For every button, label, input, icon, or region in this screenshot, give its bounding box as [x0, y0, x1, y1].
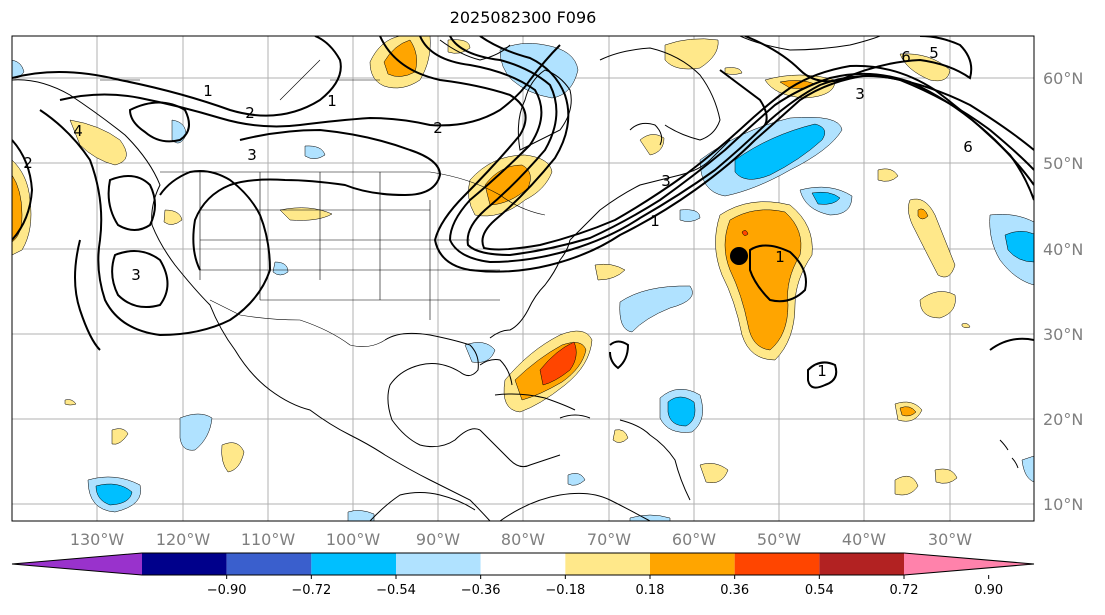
- colorbar-tick-label: −0.72: [291, 583, 331, 598]
- lon-tick-label: 130°W: [70, 530, 125, 549]
- lon-tick-label: 40°W: [842, 530, 886, 549]
- contour-label: 1: [817, 362, 827, 380]
- lat-tick-label: 30°N: [1043, 325, 1083, 344]
- lon-tick-label: 60°W: [672, 530, 716, 549]
- contour-label: 3: [661, 172, 671, 190]
- contour-label: 1: [650, 212, 660, 230]
- colorbar-tick-label: 0.72: [890, 583, 919, 598]
- colorbar-segment: [819, 553, 904, 575]
- coastlines: [12, 36, 1019, 521]
- colorbar-tick-label: 0.36: [720, 583, 749, 598]
- lat-tick-label: 40°N: [1043, 240, 1083, 259]
- colorbar-segment: [396, 553, 481, 575]
- colorbar-extend-high: [904, 553, 1034, 575]
- lon-tick-label: 100°W: [326, 530, 381, 549]
- colorbar-outline: [11, 552, 1035, 576]
- colorbar-segment: [311, 553, 396, 575]
- contour-label: 1: [203, 82, 213, 100]
- contour-label: 2: [245, 104, 255, 122]
- contour-label: 4: [73, 122, 83, 140]
- contour-label: 3: [247, 146, 257, 164]
- height-contours: [12, 36, 1034, 389]
- lat-tick-label: 60°N: [1043, 69, 1083, 88]
- colorbar-tick-label: −0.36: [461, 583, 501, 598]
- contour-label: 1: [327, 92, 337, 110]
- lon-tick-label: 30°W: [928, 530, 972, 549]
- colorbar-tick-label: 0.18: [636, 583, 665, 598]
- colorbar-segment: [650, 553, 735, 575]
- contour-label: 3: [131, 266, 141, 284]
- colorbar-tick-label: 0.54: [805, 583, 834, 598]
- contour-label: 2: [433, 119, 443, 137]
- shaded-anomalies: [12, 36, 1034, 521]
- colorbar-segment: [480, 553, 566, 575]
- colorbar-tick-label: −0.18: [545, 583, 585, 598]
- lon-tick-label: 120°W: [156, 530, 211, 549]
- colorbar: −0.90 −0.72 −0.54 −0.36 −0.18 0.18 0.36 0.54 0.7…: [11, 552, 1035, 598]
- colorbar-tick-label: −0.54: [376, 583, 416, 598]
- contour-label: 1: [775, 248, 785, 266]
- contour-label: 2: [23, 154, 33, 172]
- lon-tick-label: 50°W: [757, 530, 801, 549]
- contour-labels: 1 2 3 2 1 2 3 4 5 3 6 6 1 1 1 3: [23, 44, 973, 380]
- colorbar-tick-label: 0.90: [974, 583, 1003, 598]
- lon-tick-label: 80°W: [501, 530, 545, 549]
- lon-tick-label: 70°W: [587, 530, 631, 549]
- borders: [100, 59, 546, 347]
- colorbar-extend-low: [12, 553, 142, 575]
- contour-label: 5: [929, 44, 939, 62]
- lat-tick-label: 50°N: [1043, 154, 1083, 173]
- colorbar-segment: [226, 553, 312, 575]
- contour-label: 6: [963, 138, 973, 156]
- lat-tick-label: 10°N: [1043, 495, 1083, 514]
- contour-label: 3: [855, 85, 865, 103]
- storm-center-marker: [730, 247, 748, 265]
- lat-tick-label: 20°N: [1043, 410, 1083, 429]
- contour-label: 6: [901, 48, 911, 66]
- longitude-labels: 130°W 120°W 110°W 100°W 90°W 80°W 70°W 6…: [70, 530, 972, 549]
- lon-tick-label: 90°W: [416, 530, 460, 549]
- colorbar-segment: [734, 553, 820, 575]
- colorbar-tick-label: −0.90: [207, 583, 247, 598]
- latitude-labels: 60°N 50°N 40°N 30°N 20°N 10°N: [1043, 69, 1083, 514]
- map-title: 2025082300 F096: [449, 8, 597, 27]
- colorbar-segment: [565, 553, 650, 575]
- lon-tick-label: 110°W: [241, 530, 296, 549]
- map-frame: [11, 35, 1035, 522]
- colorbar-segment: [142, 553, 227, 575]
